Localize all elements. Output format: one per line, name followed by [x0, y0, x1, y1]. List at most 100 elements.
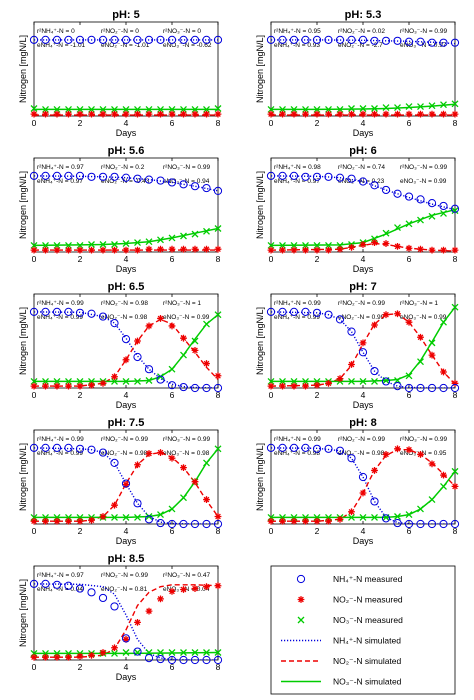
stat-text: r²NH₄⁺-N = 0.99	[37, 436, 84, 443]
nh4-point	[110, 172, 119, 181]
stat-text: r²NO₂⁻-N = 0.2	[101, 164, 145, 171]
no2-point	[203, 360, 210, 367]
nh4-point	[41, 171, 50, 180]
stat-text: r²NH₄⁺-N = 0.97	[37, 572, 84, 579]
no2-point	[30, 246, 38, 254]
nh4-point	[87, 445, 96, 454]
nh4-point	[110, 458, 119, 467]
nh4-point	[404, 519, 414, 529]
no2-point	[88, 110, 95, 118]
no2-point	[191, 478, 199, 486]
nh4-point	[358, 35, 368, 44]
stat-text: r²NO₂⁻-N = 0.98	[101, 300, 148, 307]
no3-point	[440, 101, 447, 109]
no3-point	[382, 229, 390, 237]
nh4-point	[64, 35, 73, 44]
no2-point	[180, 586, 187, 593]
no2-point	[359, 241, 367, 248]
no2-point	[302, 382, 309, 390]
no2-point	[145, 450, 153, 457]
no3-point	[417, 216, 424, 224]
stat-text: eNO₃⁻-N = 0.98	[163, 450, 210, 457]
no2-point	[30, 110, 38, 118]
no2-point	[451, 483, 459, 490]
stat-text: eNO₂⁻-N = 0.99	[338, 314, 385, 321]
stat-text: eNO₂⁻-N = 0.98	[101, 450, 148, 457]
plot-frame	[270, 429, 456, 525]
sim-line-no2	[271, 449, 455, 522]
no2-point	[122, 635, 130, 643]
x-tick-label: 4	[124, 118, 129, 128]
no2-point	[405, 110, 413, 118]
no2-point	[440, 471, 447, 479]
nh4-point	[179, 180, 188, 189]
no2-point	[394, 445, 401, 453]
stat-text: eNO₂⁻-N = -2.7	[338, 42, 383, 49]
no2-point	[111, 501, 118, 509]
no3-point	[122, 649, 130, 656]
no2-point	[122, 356, 130, 364]
panel-title: pH: 5	[112, 9, 140, 21]
nh4-point	[381, 185, 391, 195]
nh4-point	[381, 514, 391, 523]
no3-point	[405, 511, 413, 519]
no2-point	[348, 361, 355, 368]
x-tick-label: 2	[78, 254, 83, 264]
nh4-point	[213, 35, 223, 44]
no2-point	[214, 245, 222, 253]
nh4-point	[381, 36, 391, 45]
x-axis-label: Days	[116, 128, 137, 138]
nh4-point	[404, 192, 414, 201]
nh4-point	[156, 654, 165, 664]
no2-point	[428, 246, 436, 254]
no2-point	[203, 583, 210, 591]
no3-point	[111, 513, 118, 521]
nh4-point	[144, 365, 154, 374]
no3-point	[30, 105, 38, 112]
nh4-point	[312, 35, 322, 44]
no2-point	[76, 382, 84, 390]
no2-point	[417, 451, 424, 458]
no2-point	[313, 110, 321, 118]
no2-point	[157, 595, 164, 603]
no3-point	[359, 377, 367, 385]
no2-point	[88, 246, 95, 254]
stat-text: r²NH₄⁺-N = 0.95	[274, 28, 321, 35]
x-tick-label: 0	[269, 526, 274, 536]
nh4-point	[427, 199, 437, 208]
nh4-point	[427, 519, 437, 529]
nh4-point	[347, 454, 356, 463]
stat-text: eNO₃⁻-N = 0.97	[400, 42, 447, 49]
nh4-point	[347, 327, 356, 336]
legend-swatch	[297, 616, 305, 624]
nh4-point	[202, 35, 211, 44]
no2-point	[134, 461, 141, 469]
nh4-point	[179, 35, 188, 44]
no3-point	[371, 377, 378, 385]
no2-point	[440, 368, 447, 376]
no2-point	[203, 496, 210, 503]
no2-point	[134, 337, 141, 345]
nh4-point	[87, 35, 96, 44]
nh4-point	[64, 307, 73, 316]
no2-point	[134, 246, 141, 254]
no3-point	[122, 377, 130, 385]
x-tick-label: 2	[315, 118, 320, 128]
nh4-point	[416, 37, 425, 46]
nh4-point	[450, 383, 460, 393]
panel-7: pH: 8 0 2 4 6 8 Days Nitrogen [mgN/L] r²NH₄⁺-N =…	[255, 417, 460, 546]
y-axis-label: Nitrogen [mgN/L]	[18, 579, 28, 647]
nh4-point	[370, 366, 379, 376]
nh4-point	[358, 472, 368, 482]
nh4-point	[52, 35, 62, 44]
nh4-point	[289, 307, 299, 316]
x-tick-label: 2	[78, 390, 83, 400]
legend-label: NO₃⁻-N simulated	[333, 677, 402, 687]
nh4-point	[98, 593, 108, 603]
no2-point	[180, 110, 187, 118]
sim-line-no3	[34, 314, 218, 383]
no3-point	[451, 207, 459, 215]
stat-text: eNO₃⁻-N = 0.99	[400, 178, 447, 185]
nh4-point	[347, 35, 356, 44]
no2-point	[30, 382, 38, 390]
